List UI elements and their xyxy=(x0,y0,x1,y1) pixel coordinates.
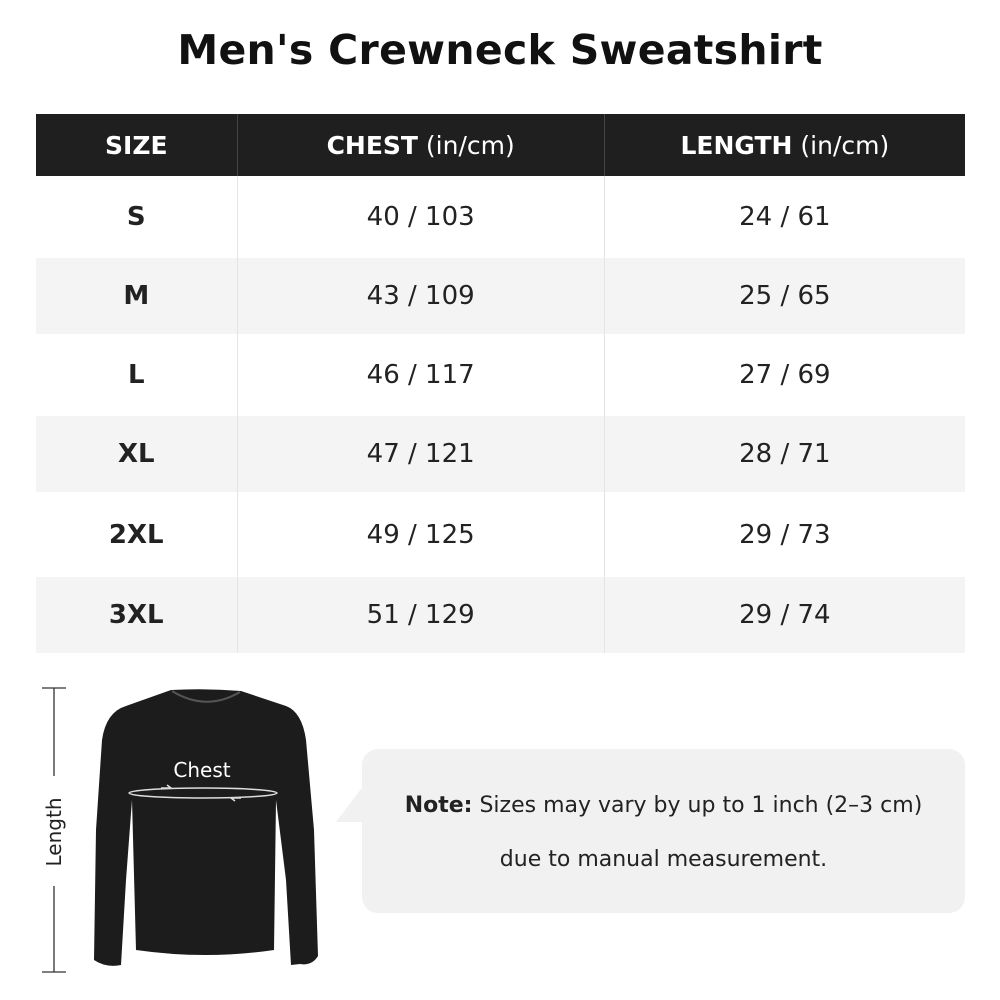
header-label: LENGTH xyxy=(680,130,793,160)
chest-cell: 40 / 103 xyxy=(237,176,605,258)
size-cell: 2XL xyxy=(36,492,238,577)
length-cell: 27 / 69 xyxy=(739,360,831,390)
chest-cell: 46 / 117 xyxy=(237,334,605,416)
note-text: Sizes may vary by up to 1 inch (2–3 cm) xyxy=(472,793,923,818)
size-cell: S xyxy=(36,176,238,258)
length-cell: 29 / 73 xyxy=(739,519,831,550)
size-cell: L xyxy=(36,334,238,416)
length-cell: 28 / 71 xyxy=(604,416,965,492)
length-cell: 24 / 61 xyxy=(739,202,831,232)
table-row: 3XL 51 / 129 29 / 74 xyxy=(36,577,965,653)
note-line-1: Note: Sizes may vary by up to 1 inch (2–… xyxy=(362,793,965,818)
note-label: Note: xyxy=(404,793,473,818)
header-unit: (in/cm) xyxy=(792,130,890,160)
table-row: L 46 / 117 27 / 69 xyxy=(36,334,965,416)
length-cell: 29 / 74 xyxy=(604,577,965,653)
length-label: Length xyxy=(42,798,66,867)
chest-cell: 47 / 121 xyxy=(237,416,605,492)
length-ruler xyxy=(42,687,66,973)
header-unit: (in/cm) xyxy=(417,130,515,160)
table-row: S 40 / 103 24 / 61 xyxy=(36,176,965,258)
chest-cell: 51 / 129 xyxy=(237,577,605,653)
table-row: 2XL 49 / 125 29 / 73 xyxy=(36,492,965,577)
table-header-row: SIZE CHEST (in/cm) LENGTH (in/cm) xyxy=(36,114,965,176)
sweatshirt-diagram: Length Chest xyxy=(42,687,318,973)
header-chest: CHEST (in/cm) xyxy=(237,114,605,176)
page-title: Men's Crewneck Sweatshirt xyxy=(177,26,823,74)
chest-measure-loop xyxy=(128,787,278,799)
note-line-2: due to manual measurement. xyxy=(499,847,828,872)
size-cell: 3XL xyxy=(36,577,238,653)
header-label: CHEST xyxy=(326,130,418,160)
chest-cell: 49 / 125 xyxy=(237,492,605,577)
header-label: SIZE xyxy=(105,130,168,160)
header-size: SIZE xyxy=(36,114,238,176)
table-row: XL 47 / 121 28 / 71 xyxy=(36,416,965,492)
size-chart-table: SIZE CHEST (in/cm) LENGTH (in/cm) S 40 / … xyxy=(36,114,965,653)
note-bubble: Note: Sizes may vary by up to 1 inch (2–… xyxy=(362,749,965,913)
length-cell: 25 / 65 xyxy=(604,258,965,334)
table-row: M 43 / 109 25 / 65 xyxy=(36,258,965,334)
header-length: LENGTH (in/cm) xyxy=(604,114,965,176)
bubble-tail xyxy=(336,785,364,822)
sweatshirt-image xyxy=(94,689,318,966)
size-cell: M xyxy=(36,258,238,334)
chest-label: Chest xyxy=(173,758,230,782)
chest-cell: 43 / 109 xyxy=(237,258,605,334)
size-cell: XL xyxy=(36,416,238,492)
